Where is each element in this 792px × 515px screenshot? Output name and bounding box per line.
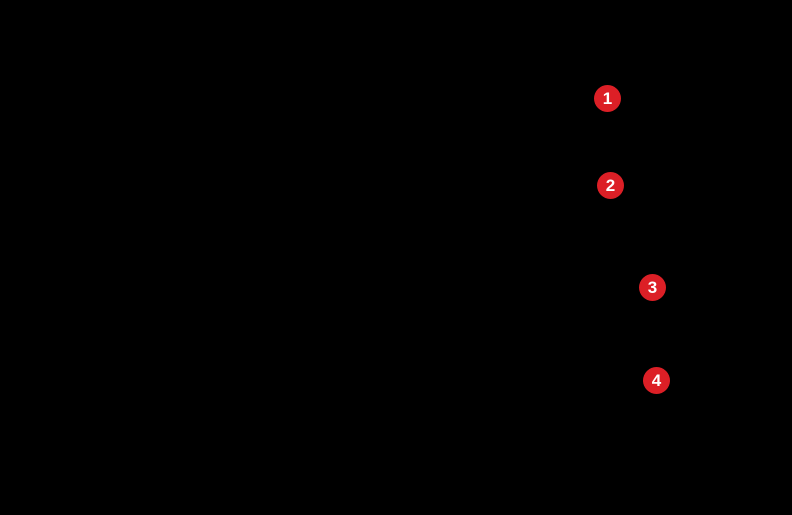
annotation-marker-2[interactable]: 2 [597,172,624,199]
annotation-marker-3[interactable]: 3 [639,274,666,301]
annotation-marker-4[interactable]: 4 [643,367,670,394]
annotation-marker-1[interactable]: 1 [594,85,621,112]
